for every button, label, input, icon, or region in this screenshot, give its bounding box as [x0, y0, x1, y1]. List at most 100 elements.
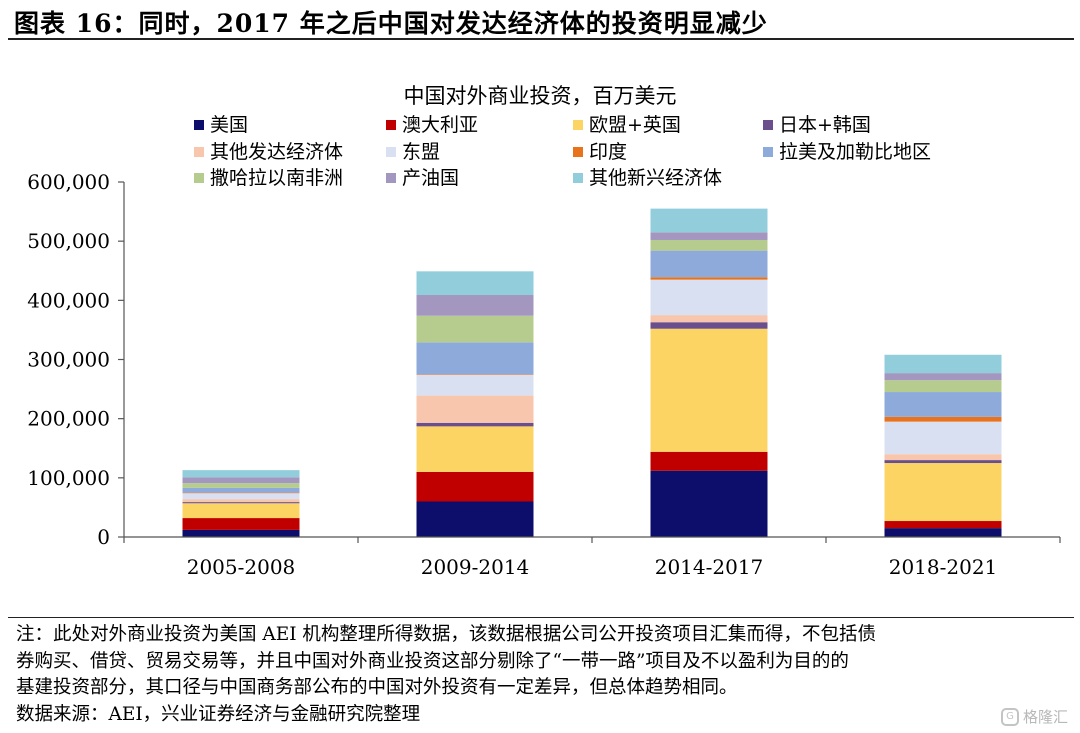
note-line-2: 券购买、借贷、贸易交易等，并且中国对外商业投资这部分剔除了“一带一路”项目及不以…: [16, 650, 849, 672]
bar-segment: [182, 487, 300, 493]
bar-segment: [416, 422, 534, 427]
watermark-logo-icon: G: [1000, 707, 1019, 726]
legend-swatch: [194, 147, 204, 157]
legend-swatch: [194, 120, 204, 130]
bar-segment: [884, 392, 1002, 417]
bar-segment: [650, 232, 768, 240]
legend-item: 其他发达经济体: [194, 141, 343, 163]
y-tick-label: 600,000: [27, 170, 110, 194]
bar-segment: [182, 529, 300, 537]
bar-segment: [182, 477, 300, 484]
bar-segment: [182, 493, 300, 500]
bar-segment: [416, 295, 534, 316]
x-tick-label: 2005-2008: [187, 555, 296, 579]
bar-segment: [416, 426, 534, 472]
figure-header: 图表 16：同时，2017 年之后中国对发达经济体的投资明显减少: [0, 0, 1080, 40]
legend-item: 其他新兴经济体: [573, 167, 722, 189]
legend-label: 其他新兴经济体: [589, 167, 722, 189]
y-tick-label: 200,000: [27, 407, 110, 431]
y-tick-label: 400,000: [27, 288, 110, 312]
legend-swatch: [386, 147, 396, 157]
bar-segment: [650, 279, 768, 316]
bar-segment: [884, 416, 1002, 422]
legend-item: 拉美及加勒比地区: [763, 141, 931, 163]
x-tick-label: 2009-2014: [421, 555, 530, 579]
legend-item: 澳大利亚: [386, 114, 478, 136]
note-line-1: 注：此处对外商业投资为美国 AEI 机构整理所得数据，该数据根据公司公开投资项目…: [16, 624, 876, 645]
bar-segment: [884, 460, 1002, 464]
bar-segment: [416, 271, 534, 296]
figure-title: 图表 16：同时，2017 年之后中国对发达经济体的投资明显减少: [14, 9, 768, 38]
bar-segment: [416, 315, 534, 343]
legend-label: 拉美及加勒比地区: [779, 141, 931, 163]
legend-swatch: [386, 173, 396, 183]
y-tick-label: 0: [97, 525, 110, 549]
legend-label: 美国: [210, 114, 248, 136]
legend-item: 印度: [573, 141, 627, 163]
legend-swatch: [763, 120, 773, 130]
bar-segment: [650, 250, 768, 278]
x-axis: 2005-2008 2009-2014 2014-2017 2018-2021: [123, 536, 1061, 579]
legend-label: 东盟: [402, 141, 440, 163]
bar-stack: [884, 354, 1002, 537]
legend-label: 产油国: [402, 167, 459, 189]
footer-divider: [8, 617, 1074, 618]
note-line-3: 基建投资部分，其口径与中国商务部公布的中国对外投资有一定差异，但总体趋势相同。: [16, 677, 738, 698]
legend-label: 欧盟+英国: [589, 114, 681, 136]
bar-segment: [182, 492, 300, 494]
bar-segment: [416, 374, 534, 375]
bar-segment: [182, 503, 300, 519]
bars: [182, 208, 1002, 537]
bar-segment: [650, 208, 768, 233]
bar-segment: [416, 374, 534, 396]
bar-segment: [884, 354, 1002, 374]
legend-swatch: [573, 147, 583, 157]
bar-segment: [884, 421, 1002, 455]
bar-segment: [182, 470, 300, 478]
legend-label: 其他发达经济体: [210, 141, 343, 163]
y-tick-label: 500,000: [27, 229, 110, 253]
bar-segment: [884, 454, 1002, 461]
watermark: G 格隆汇: [1000, 706, 1068, 727]
bar-segment: [650, 470, 768, 537]
legend-item: 东盟: [386, 141, 440, 163]
bar-segment: [182, 499, 300, 503]
bar-segment: [884, 380, 1002, 393]
legend-item: 日本+韩国: [763, 114, 871, 136]
bar-segment: [650, 277, 768, 280]
legend-label: 印度: [589, 141, 627, 163]
bar-segment: [182, 483, 300, 488]
y-axis: 0 100,000 200,000 300,000 400,000 500,000 600,…: [27, 170, 125, 549]
header-divider: [8, 38, 1074, 40]
legend-item: 欧盟+英国: [573, 114, 681, 136]
chart-title: 中国对外商业投资，百万美元: [404, 84, 677, 108]
bar-stack: [650, 208, 768, 537]
bar-segment: [650, 451, 768, 471]
bar-segment: [650, 315, 768, 323]
legend-swatch: [573, 173, 583, 183]
bar-segment: [182, 502, 300, 504]
bar-segment: [182, 518, 300, 530]
bar-segment: [416, 471, 534, 502]
bar-segment: [416, 342, 534, 375]
legend-item: 产油国: [386, 167, 459, 189]
legend-label: 澳大利亚: [402, 114, 478, 136]
bar-segment: [416, 501, 534, 537]
legend-swatch: [194, 173, 204, 183]
legend-label: 日本+韩国: [779, 114, 871, 136]
y-tick-label: 300,000: [27, 348, 110, 372]
x-tick-label: 2018-2021: [889, 555, 998, 579]
bar-stack: [182, 470, 300, 537]
legend-item: 美国: [194, 114, 248, 136]
notes-block: 注：此处对外商业投资为美国 AEI 机构整理所得数据，该数据根据公司公开投资项目…: [16, 622, 1072, 728]
bar-segment: [884, 521, 1002, 529]
y-tick-label: 100,000: [27, 466, 110, 490]
bar-segment: [884, 528, 1002, 537]
legend-swatch: [573, 120, 583, 130]
watermark-text: 格隆汇: [1022, 708, 1068, 726]
bar-segment: [650, 239, 768, 251]
legend-swatch: [386, 120, 396, 130]
legend-label: 撒哈拉以南非洲: [210, 167, 343, 189]
